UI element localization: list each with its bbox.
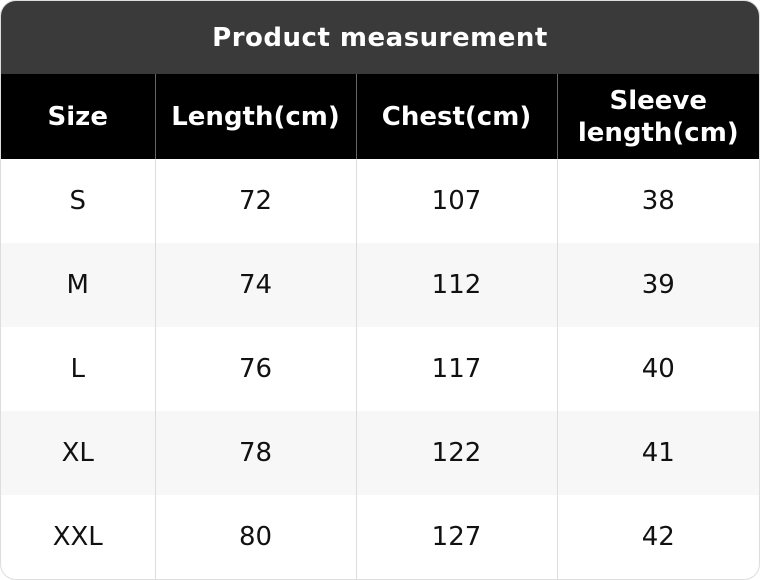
column-header: Sleeve length(cm) [556,74,759,159]
column-header: Size [1,74,155,159]
table-cell: 41 [556,411,759,495]
table-cell: 112 [355,243,557,327]
table-cell: 117 [355,327,557,411]
table-cell: 74 [154,243,356,327]
table-cell: 78 [154,411,356,495]
table-row: L 76 117 40 [1,327,759,411]
table-cell: S [69,186,86,216]
table-row: XXL 80 127 42 [1,495,759,579]
column-header: Length(cm) [154,74,356,159]
header-row: Size Length(cm) Chest(cm) Sleeve length(cm) [1,74,759,159]
table-cell: M [1,243,155,327]
table-cell: 76 [154,327,356,411]
table-cell: 80 [154,495,356,579]
table-cell: XXL [52,522,103,552]
table-cell: 40 [556,327,759,411]
table-cell: 38 [556,159,759,243]
table-cell: 72 [154,159,356,243]
table-cell: 42 [556,495,759,579]
table-row: S 72 107 38 [1,159,759,243]
table-cell: 39 [556,243,759,327]
table-cell: 107 [355,159,557,243]
table-cell: 122 [355,411,557,495]
table-cell: L [70,354,86,384]
column-header: Chest(cm) [355,74,557,159]
table-row: M 74 112 39 [1,243,759,327]
measurement-table: Size Length(cm) Chest(cm) Sleeve length(cm)… [1,74,759,579]
table-body: S 72 107 38 M 74 112 39 L 76 117 40 XL 78 122 41 XXL 80 12… [1,159,759,579]
table-title: Product measurement [1,1,759,74]
table-cell: 127 [355,495,557,579]
table-row: XL 78 122 41 [1,411,759,495]
table-cell: XL [1,411,155,495]
